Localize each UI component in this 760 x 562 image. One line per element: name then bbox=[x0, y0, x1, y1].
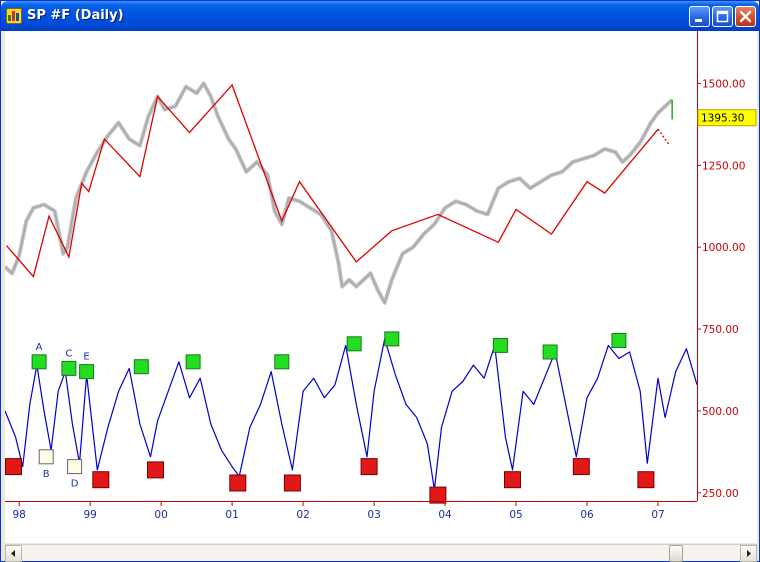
x-tick-label-7: 05 bbox=[509, 509, 522, 521]
window-title: SP #F (Daily) bbox=[27, 8, 124, 23]
x-tick-label-0: 98 bbox=[13, 509, 26, 521]
maximize-button[interactable] bbox=[712, 6, 733, 27]
trough-marker-1 bbox=[5, 458, 22, 476]
marker-layer: A B C D E bbox=[5, 331, 655, 504]
maximize-icon bbox=[716, 10, 729, 23]
marker-label-E: E bbox=[83, 352, 89, 363]
peak-marker-9 bbox=[185, 354, 201, 370]
neutral-marker-2 bbox=[38, 449, 54, 465]
trend-projection-line bbox=[657, 128, 670, 145]
y-tick-label-0: 1500.00 bbox=[702, 78, 745, 90]
peak-marker-21 bbox=[611, 333, 627, 348]
scroll-right-button[interactable] bbox=[740, 545, 757, 562]
scroll-left-button[interactable] bbox=[5, 545, 22, 562]
y-tick-label-2: 1000.00 bbox=[702, 242, 745, 254]
close-button[interactable] bbox=[735, 6, 756, 27]
marker-label-D: D bbox=[71, 479, 79, 490]
marker-label-B: B bbox=[43, 469, 50, 480]
price-chart[interactable]: A B C D E 1500.00 1250.00 1000.00 750.00 500.00 2… bbox=[5, 31, 757, 543]
arrow-left-icon bbox=[11, 550, 15, 557]
price-series-core bbox=[5, 82, 673, 305]
oscillator-line bbox=[5, 338, 698, 491]
x-tick-label-9: 07 bbox=[651, 509, 664, 521]
trough-marker-10 bbox=[229, 474, 247, 492]
x-tick-label-1: 99 bbox=[84, 509, 97, 521]
peak-marker-7 bbox=[133, 359, 149, 375]
chart-plot-area[interactable]: A B C D E 1500.00 1250.00 1000.00 750.00 500.00 2… bbox=[5, 31, 757, 543]
trough-marker-14 bbox=[360, 458, 378, 476]
peak-marker-11 bbox=[274, 354, 290, 370]
trend-line-layer bbox=[5, 83, 670, 278]
trough-marker-16 bbox=[429, 486, 447, 504]
chart-app-icon bbox=[8, 11, 19, 21]
y-tick-label-4: 500.00 bbox=[702, 406, 739, 418]
peak-marker-0 bbox=[31, 354, 47, 370]
x-tick-label-5: 03 bbox=[367, 509, 380, 521]
last-price-value: 1395.30 bbox=[701, 113, 744, 125]
minimize-icon bbox=[695, 19, 702, 22]
price-series-line bbox=[5, 81, 674, 305]
x-tick-label-2: 00 bbox=[154, 509, 167, 521]
axes-layer: 1500.00 1250.00 1000.00 750.00 500.00 250.00 9… bbox=[5, 31, 745, 521]
minimize-button[interactable] bbox=[689, 6, 710, 27]
peak-marker-13 bbox=[346, 336, 362, 352]
peak-marker-17 bbox=[492, 337, 508, 353]
y-tick-label-1: 1250.00 bbox=[702, 160, 745, 172]
x-tick-label-3: 01 bbox=[225, 509, 238, 521]
x-tick-label-6: 04 bbox=[438, 509, 452, 521]
x-tick-label-4: 02 bbox=[296, 509, 309, 521]
trough-marker-8 bbox=[147, 461, 164, 479]
x-tick-label-8: 06 bbox=[580, 509, 594, 521]
marker-label-C: C bbox=[65, 348, 72, 359]
horizontal-scrollbar[interactable] bbox=[5, 544, 757, 562]
peak-marker-15 bbox=[384, 331, 400, 347]
oscillator-layer bbox=[5, 338, 698, 491]
neutral-marker-4 bbox=[67, 459, 83, 475]
scroll-thumb[interactable] bbox=[669, 545, 683, 562]
price-series-layer bbox=[5, 81, 674, 305]
peak-marker-5 bbox=[79, 364, 95, 380]
last-price-tag bbox=[697, 109, 757, 127]
last-price-layer: 1395.30 bbox=[671, 99, 757, 127]
trough-marker-12 bbox=[283, 474, 301, 492]
y-tick-label-5: 250.00 bbox=[702, 488, 739, 500]
trend-line bbox=[5, 83, 659, 278]
arrow-right-icon bbox=[747, 550, 751, 557]
marker-label-A: A bbox=[36, 342, 43, 353]
peak-marker-19 bbox=[542, 344, 558, 360]
app-icon[interactable] bbox=[6, 8, 22, 24]
trough-marker-22 bbox=[637, 471, 655, 489]
close-icon bbox=[739, 10, 752, 23]
trough-marker-18 bbox=[504, 471, 521, 489]
trough-marker-6 bbox=[92, 471, 110, 489]
y-tick-label-3: 750.00 bbox=[702, 324, 739, 336]
peak-marker-3 bbox=[61, 360, 77, 376]
trough-marker-20 bbox=[572, 458, 590, 476]
title-bar[interactable]: SP #F (Daily) bbox=[1, 1, 759, 31]
